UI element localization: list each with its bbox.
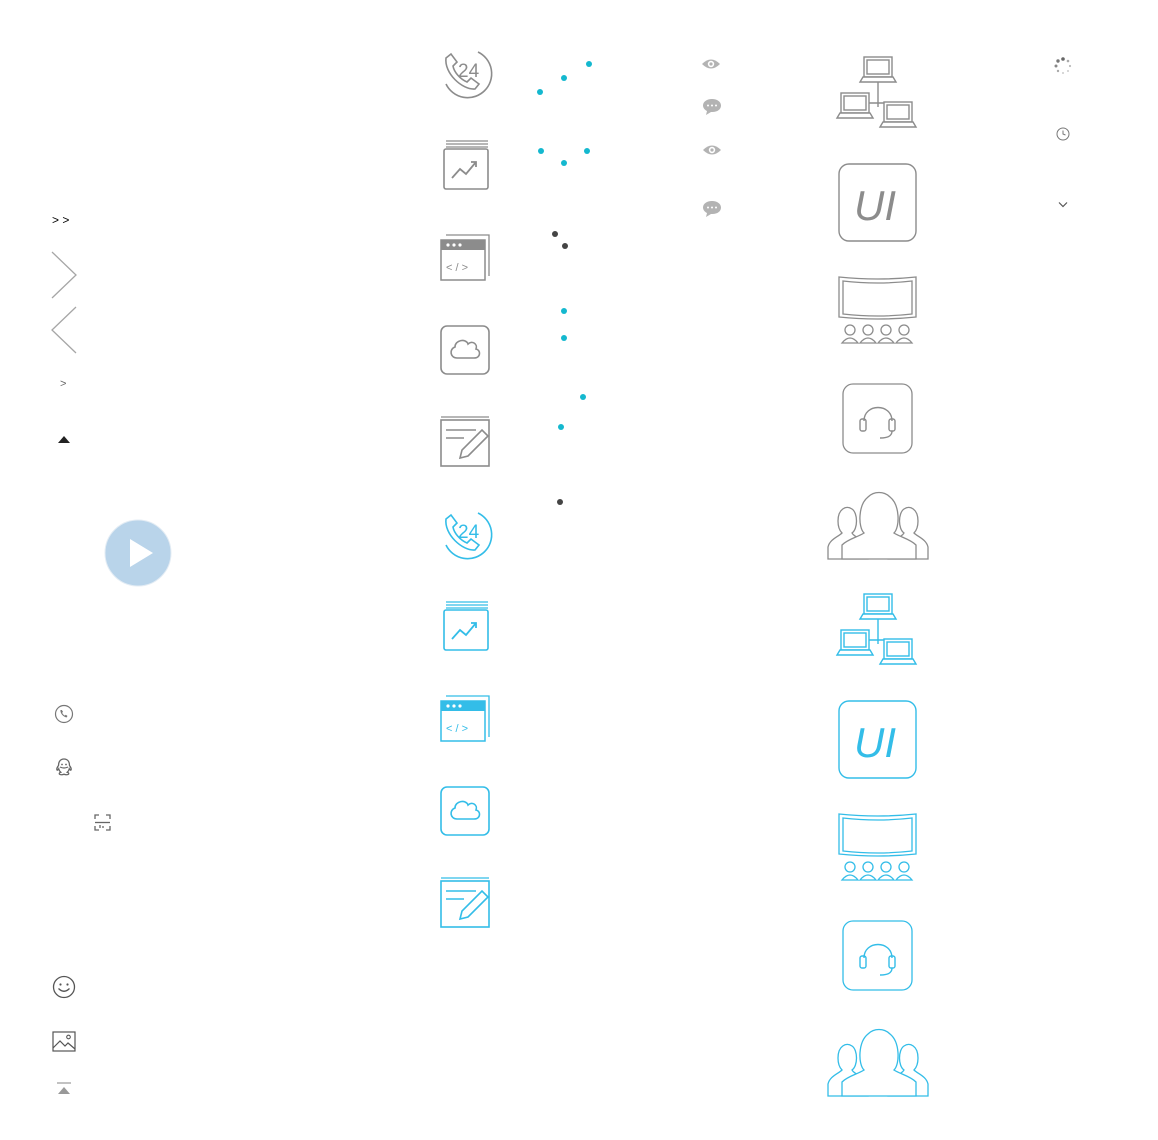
eye-icon[interactable] [701, 57, 721, 71]
ui-badge-label-blue: UI [854, 719, 896, 766]
comment-icon[interactable] [702, 200, 722, 218]
loading-dot [580, 394, 586, 400]
small-chevron-text: > [60, 378, 66, 390]
phone-24-label-blue: 24 [458, 522, 480, 543]
loading-dot [561, 160, 567, 166]
loading-dot [561, 335, 567, 341]
loading-dot [586, 61, 592, 67]
loading-dot [584, 148, 590, 154]
play-button[interactable] [104, 519, 172, 587]
loading-dot [558, 424, 564, 430]
code-label: < / > [446, 262, 468, 274]
back-to-top-icon[interactable] [57, 1082, 71, 1096]
phone-icon[interactable] [54, 704, 74, 724]
code-window-icon-blue: < / > [440, 695, 492, 743]
loading-dot [538, 148, 544, 154]
headset-icon-blue [842, 920, 914, 992]
edit-icon [440, 416, 492, 468]
chevron-left-icon[interactable] [50, 305, 80, 357]
loading-dots [530, 55, 600, 515]
clock-icon [1056, 127, 1070, 141]
spinner-icon [1054, 57, 1072, 75]
network-icon-blue [835, 592, 921, 674]
caret-up-icon[interactable] [58, 436, 70, 444]
chevron-right-icon[interactable] [50, 250, 80, 302]
image-icon[interactable] [52, 1031, 76, 1053]
emoji-icon[interactable] [52, 975, 76, 999]
group-icon [826, 489, 930, 561]
headset-icon [842, 383, 914, 455]
chart-book-icon-blue [440, 601, 490, 653]
scan-icon[interactable] [94, 814, 112, 832]
ui-badge-icon-blue: UI [838, 700, 918, 780]
edit-icon-blue [440, 877, 492, 929]
phone-24-icon: 24 [438, 46, 494, 102]
group-icon-blue [826, 1026, 930, 1098]
chevron-down-icon[interactable] [1058, 201, 1068, 209]
phone-24-label: 24 [458, 61, 480, 82]
chart-book-icon [440, 140, 490, 192]
loading-dot [552, 231, 558, 237]
eye-icon[interactable] [702, 143, 722, 157]
presentation-icon [836, 275, 920, 347]
ui-badge-icon: UI [838, 163, 918, 243]
code-label-blue: < / > [446, 723, 468, 735]
cloud-icon-blue [440, 786, 490, 836]
phone-24-icon-blue: 24 [438, 507, 494, 563]
ui-badge-label: UI [854, 182, 896, 229]
double-chevron-text: > > [52, 213, 69, 227]
loading-dot [557, 499, 563, 505]
qq-icon[interactable] [55, 758, 73, 778]
loading-dot [561, 308, 567, 314]
cloud-icon [440, 325, 490, 375]
loading-dot [562, 243, 568, 249]
loading-dot [561, 75, 567, 81]
code-window-icon: < / > [440, 234, 492, 282]
presentation-icon-blue [836, 812, 920, 884]
network-icon [835, 55, 921, 137]
loading-dot [537, 89, 543, 95]
comment-icon[interactable] [702, 98, 722, 116]
